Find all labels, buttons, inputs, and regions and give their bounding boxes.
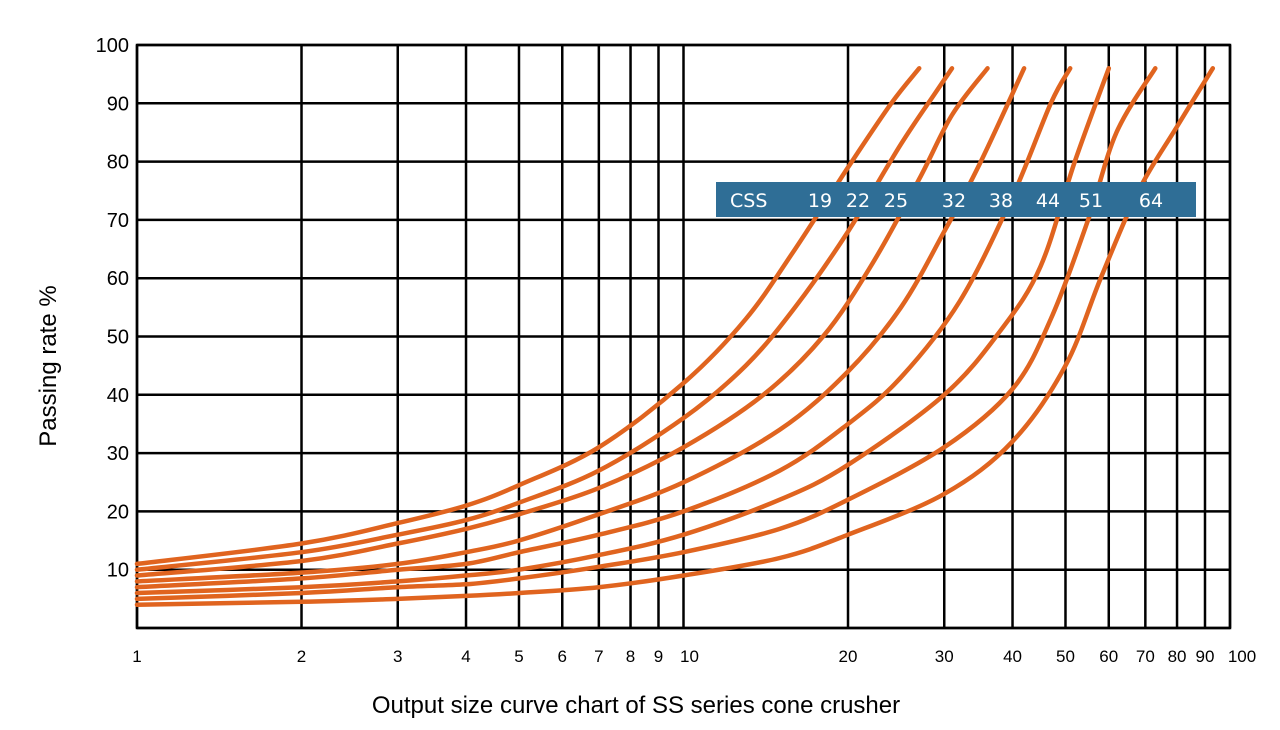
y-tick-label-20: 20 [107, 501, 129, 523]
legend-title: CSS [730, 190, 767, 212]
legend-label-64: 64 [1139, 190, 1163, 212]
x-tick-label-4: 4 [461, 647, 470, 666]
series-line-css-64 [134, 66, 1216, 607]
y-tick-label-70: 70 [107, 210, 129, 232]
series-lines [134, 66, 1216, 607]
series-line-css-19 [134, 66, 922, 567]
series-line-css-44 [134, 66, 1112, 596]
legend-label-44: 44 [1036, 190, 1060, 212]
series-line-css-51 [134, 66, 1158, 602]
x-tick-label-30: 30 [935, 647, 954, 666]
legend-label-22: 22 [846, 190, 870, 212]
x-tick-label-5: 5 [514, 647, 523, 666]
x-axis-title: Output size curve chart of SS series con… [372, 692, 900, 719]
legend-label-38: 38 [989, 190, 1013, 212]
x-tick-label-60: 60 [1099, 647, 1118, 666]
plot-frame [135, 43, 1232, 630]
x-tick-label-80: 80 [1168, 647, 1187, 666]
y-tick-label-40: 40 [107, 385, 129, 407]
x-tick-labels: 1 2 3 4 5 6 7 8 9 10 20 30 40 50 60 70 80 90 100 [132, 647, 1256, 666]
legend-label-25: 25 [884, 190, 908, 212]
y-tick-label-80: 80 [107, 152, 129, 174]
x-tick-label-10: 10 [680, 647, 699, 666]
y-tick-label-90: 90 [107, 93, 129, 115]
y-tick-label-10: 10 [107, 560, 129, 582]
x-tick-label-2: 2 [297, 647, 306, 666]
y-tick-label-50: 50 [107, 327, 129, 349]
grid [135, 43, 1232, 630]
x-tick-label-40: 40 [1003, 647, 1022, 666]
y-tick-labels: 10 20 30 40 50 60 70 80 90 100 [96, 35, 129, 582]
y-tick-label-60: 60 [107, 268, 129, 290]
legend-background [716, 182, 1196, 217]
legend-label-32: 32 [942, 190, 966, 212]
series-line-css-22 [134, 66, 955, 572]
legend-box: CSS 19 22 25 32 38 44 51 64 [716, 182, 1196, 217]
legend-label-19: 19 [808, 190, 832, 212]
x-tick-label-7: 7 [594, 647, 603, 666]
x-tick-label-9: 9 [654, 647, 663, 666]
x-tick-label-90: 90 [1196, 647, 1215, 666]
x-tick-label-8: 8 [626, 647, 635, 666]
x-tick-label-20: 20 [839, 647, 858, 666]
y-axis-title: Passing rate % [35, 285, 62, 446]
series-line-css-32 [134, 66, 1027, 584]
x-tick-label-100: 100 [1228, 647, 1256, 666]
y-tick-label-30: 30 [107, 443, 129, 465]
x-tick-label-1: 1 [132, 647, 141, 666]
series-line-css-38 [134, 66, 1073, 590]
legend-label-51: 51 [1079, 190, 1103, 212]
x-tick-label-3: 3 [393, 647, 402, 666]
x-tick-label-50: 50 [1056, 647, 1075, 666]
x-tick-label-6: 6 [558, 647, 567, 666]
x-tick-label-70: 70 [1136, 647, 1155, 666]
y-tick-label-100: 100 [96, 35, 129, 57]
